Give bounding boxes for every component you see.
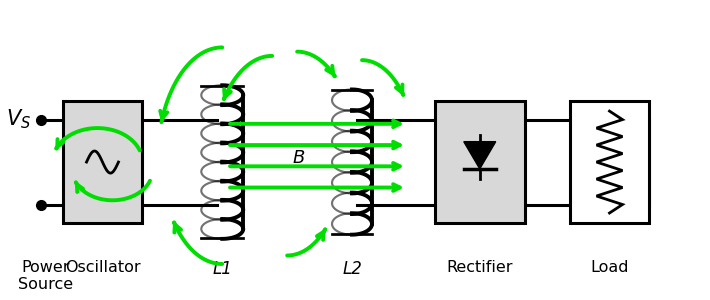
Polygon shape [464,142,496,169]
Text: L1: L1 [212,260,232,278]
Text: Rectifier: Rectifier [447,260,513,275]
Text: $V_S$: $V_S$ [6,108,31,131]
Text: Oscillator: Oscillator [65,260,141,275]
Bar [569,101,650,223]
Text: Load: Load [590,260,629,275]
Text: B: B [293,149,305,167]
Bar [435,101,525,223]
Bar [62,101,143,223]
Text: Power
Source: Power Source [18,260,73,292]
Text: L2: L2 [342,260,362,278]
